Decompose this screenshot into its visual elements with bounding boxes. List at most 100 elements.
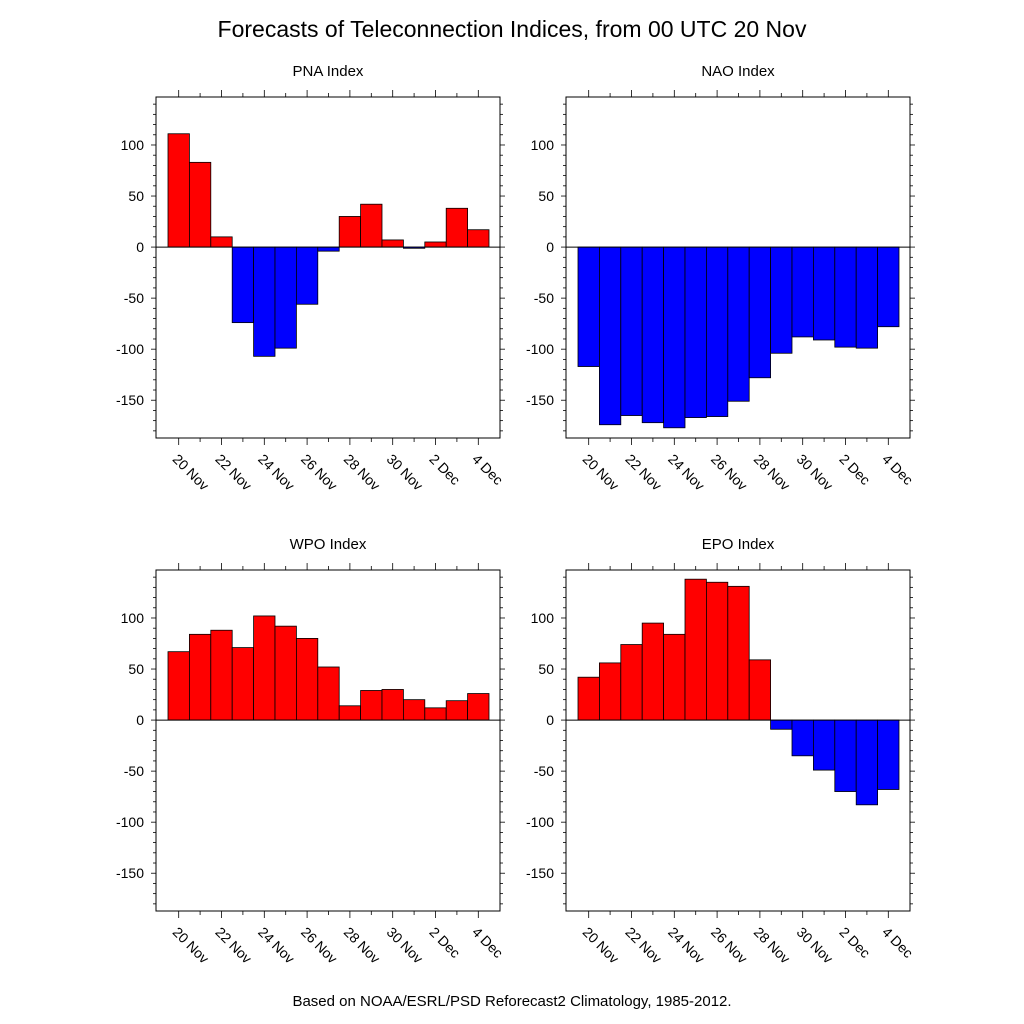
pna-bar-5 [253,246,276,357]
wpo-panel: WPO Index 100 50 0 -50 -100 -150 20 Nov 22 Nov 24… [116,536,506,966]
epo-x-tick-label: 24 Nov [665,924,708,967]
wpo-x-tick-label: 4 Dec [469,924,506,961]
nao-bar-1 [577,246,600,367]
wpo-x-tick-label: 26 Nov [298,924,341,967]
epo-bar-10 [770,719,793,730]
epo-panel-title: EPO Index [702,536,775,553]
pna-bar-11 [381,239,404,248]
epo-x-tick-label: 2 Dec [836,924,873,961]
nao-x-tick-label: 2 Dec [836,451,873,488]
nao-y-tick-label: -100 [526,341,554,357]
nao-bar-8 [727,246,750,402]
epo-y-tick-label: -100 [526,814,554,830]
wpo-bar-2 [188,633,212,721]
pna-y-tick-label: -150 [116,392,144,408]
epo-bar-14 [855,719,879,806]
epo-bar-4 [641,622,665,721]
wpo-y-tick-label: 100 [121,610,145,626]
nao-bar-10 [770,246,793,354]
nao-bar-6 [684,246,707,418]
epo-x-tick-label: 22 Nov [622,924,665,967]
nao-x-tick-label: 4 Dec [879,451,916,488]
pna-x-tick-label: 30 Nov [384,451,427,494]
pna-bar-13 [424,241,447,248]
pna-y-tick-label: 50 [128,188,144,204]
epo-bar-11 [791,719,814,757]
pna-x-tick-label: 20 Nov [170,451,213,494]
nao-bar-2 [599,246,622,426]
epo-bar-9 [748,659,772,721]
nao-bar-12 [813,246,836,341]
pna-plot-frame [155,96,501,439]
nao-panel: NAO Index 100 50 0 -50 -100 -150 20 Nov 22 Nov 24… [526,63,916,493]
wpo-x-tick-label: 20 Nov [170,924,213,967]
pna-bar-3 [210,236,233,248]
wpo-y-tick-label: -100 [116,814,144,830]
epo-bar-7 [706,581,729,721]
pna-y-tick-label: 0 [136,239,144,255]
nao-bar-5 [663,246,686,429]
nao-bar-15 [877,246,900,328]
nao-y-tick-label: 100 [531,137,555,153]
epo-x-tick-label: 20 Nov [580,924,623,967]
nao-x-tick-label: 24 Nov [665,451,708,494]
nao-x-tick-label: 28 Nov [751,451,794,494]
wpo-bar-13 [424,707,447,721]
wpo-x-tick-label: 24 Nov [255,924,298,967]
pna-x-tick-label: 22 Nov [212,451,255,494]
epo-y-tick-label: 0 [546,712,554,728]
wpo-bar-5 [253,615,276,721]
epo-bar-6 [684,578,707,721]
nao-x-tick-label: 22 Nov [622,451,665,494]
epo-x-tick-label: 26 Nov [708,924,751,967]
epo-bar-3 [620,644,643,721]
pna-x-tick-label: 2 Dec [426,451,463,488]
epo-panel: EPO Index 100 50 0 -50 -100 -150 20 Nov 22 Nov 24… [526,536,916,966]
wpo-bar-14 [445,700,469,721]
nao-y-tick-label: -150 [526,392,554,408]
epo-x-tick-label: 28 Nov [751,924,794,967]
epo-bar-13 [834,719,857,792]
nao-bar-3 [620,246,643,416]
nao-x-tick-label: 26 Nov [708,451,751,494]
pna-panel: PNA Index 100 50 0 -50 -100 -150 20 Nov 22 Nov 24… [116,63,506,493]
epo-bar-8 [727,585,750,721]
wpo-plot-frame [155,569,501,912]
nao-bar-9 [748,246,772,379]
wpo-bar-12 [402,699,426,721]
wpo-y-tick-label: -150 [116,865,144,881]
nao-bar-4 [641,246,665,424]
nao-bar-13 [834,246,857,348]
wpo-bar-7 [295,638,319,721]
pna-panel-title: PNA Index [293,63,364,80]
pna-y-tick-label: -100 [116,341,144,357]
wpo-x-tick-label: 28 Nov [341,924,384,967]
pna-x-tick-label: 24 Nov [255,451,298,494]
epo-x-tick-label: 30 Nov [794,924,837,967]
epo-bar-2 [599,662,622,721]
nao-bar-7 [706,246,729,417]
pna-bar-8 [317,246,340,252]
wpo-bar-4 [231,647,254,721]
wpo-bar-15 [467,693,490,721]
wpo-panel-title: WPO Index [290,536,367,553]
footer-note: Based on NOAA/ESRL/PSD Reforecast2 Clima… [292,993,732,1010]
epo-y-tick-label: 50 [538,661,554,677]
nao-y-tick-label: -50 [534,290,554,306]
pna-x-tick-label: 26 Nov [298,451,341,494]
pna-bar-14 [445,207,469,248]
wpo-bar-6 [274,625,297,721]
nao-x-tick-label: 20 Nov [580,451,623,494]
epo-y-tick-label: 100 [531,610,555,626]
epo-y-tick-label: -150 [526,865,554,881]
wpo-y-tick-label: -50 [124,763,144,779]
pna-bar-7 [295,246,319,305]
pna-bar-9 [338,216,362,248]
epo-x-tick-label: 4 Dec [879,924,916,961]
pna-bar-4 [231,246,254,324]
pna-y-tick-label: -50 [124,290,144,306]
pna-bar-6 [274,246,297,349]
wpo-bar-8 [317,666,340,721]
pna-y-tick-label: 100 [121,137,145,153]
